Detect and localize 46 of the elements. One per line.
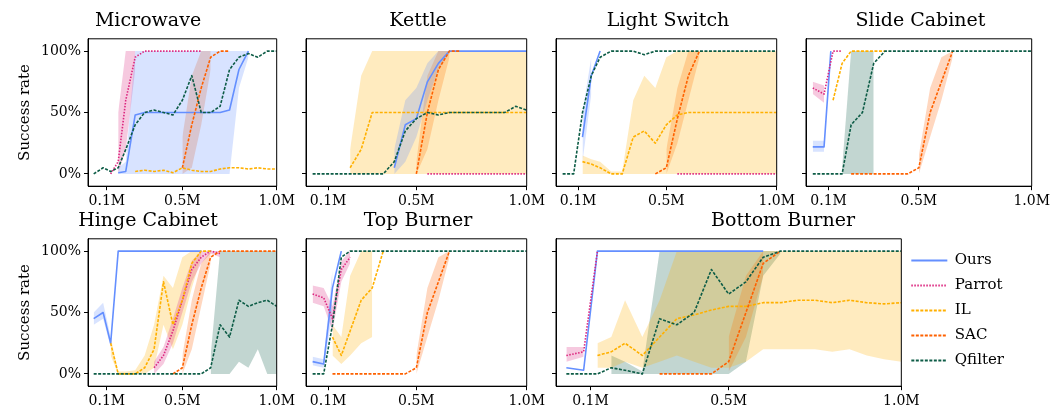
legend-label: IL	[954, 300, 971, 319]
x-tick-label: 1.0M	[1013, 192, 1050, 209]
x-tick-label: 0.5M	[648, 192, 685, 209]
y-tick-label: 0%	[58, 164, 82, 181]
y-tick-label: 0%	[58, 364, 82, 381]
line-series	[172, 250, 277, 375]
chart-title: Microwave	[94, 8, 202, 31]
x-tick-label: 0.1M	[88, 392, 126, 409]
x-tick-label: 0.5M	[164, 392, 201, 409]
chart-title: Light Switch	[606, 8, 730, 31]
legend-label: Parrot	[954, 275, 1003, 294]
x-tick-label: 0.1M	[309, 392, 347, 409]
x-tick-label: 0.5M	[164, 192, 201, 209]
x-tick-label: 0.5M	[900, 192, 938, 209]
y-tick-label: 50%	[49, 103, 82, 120]
y-axis-title: Success rate	[14, 263, 33, 361]
y-tick-label: 50%	[49, 303, 82, 320]
chart-title: Bottom Burner	[710, 208, 856, 231]
line-series	[181, 50, 231, 169]
x-tick-label: 0.1M	[572, 392, 609, 409]
x-tick-label: 0.5M	[710, 392, 747, 409]
line-series	[92, 299, 277, 375]
x-tick-label: 1.0M	[258, 192, 295, 209]
x-tick-label: 0.1M	[88, 192, 126, 209]
x-tick-label: 0.1M	[309, 192, 347, 209]
x-tick-label: 0.5M	[398, 392, 435, 409]
x-tick-label: 1.0M	[883, 392, 920, 409]
x-tick-label: 0.1M	[810, 192, 847, 209]
x-tick-label: 0.1M	[559, 192, 597, 209]
legend-label: SAC	[954, 325, 988, 344]
chart-title: Slide Cabinet	[855, 8, 986, 31]
line-series	[109, 50, 203, 175]
legend-label: Ours	[954, 250, 992, 269]
x-tick-label: 1.0M	[508, 392, 545, 409]
legend-label: Qfilter	[954, 350, 1005, 369]
line-series	[92, 50, 277, 175]
chart-title: Kettle	[389, 8, 447, 31]
x-tick-label: 1.0M	[258, 392, 295, 409]
x-tick-label: 1.0M	[758, 192, 795, 209]
x-tick-label: 0.5M	[398, 192, 435, 209]
y-axis-title: Success rate	[14, 63, 33, 161]
chart-title: Hinge Cabinet	[78, 208, 219, 231]
y-tick-label: 100%	[40, 41, 82, 58]
chart-title: Top Burner	[363, 208, 474, 231]
x-tick-label: 1.0M	[508, 192, 545, 209]
y-tick-label: 100%	[40, 241, 82, 258]
